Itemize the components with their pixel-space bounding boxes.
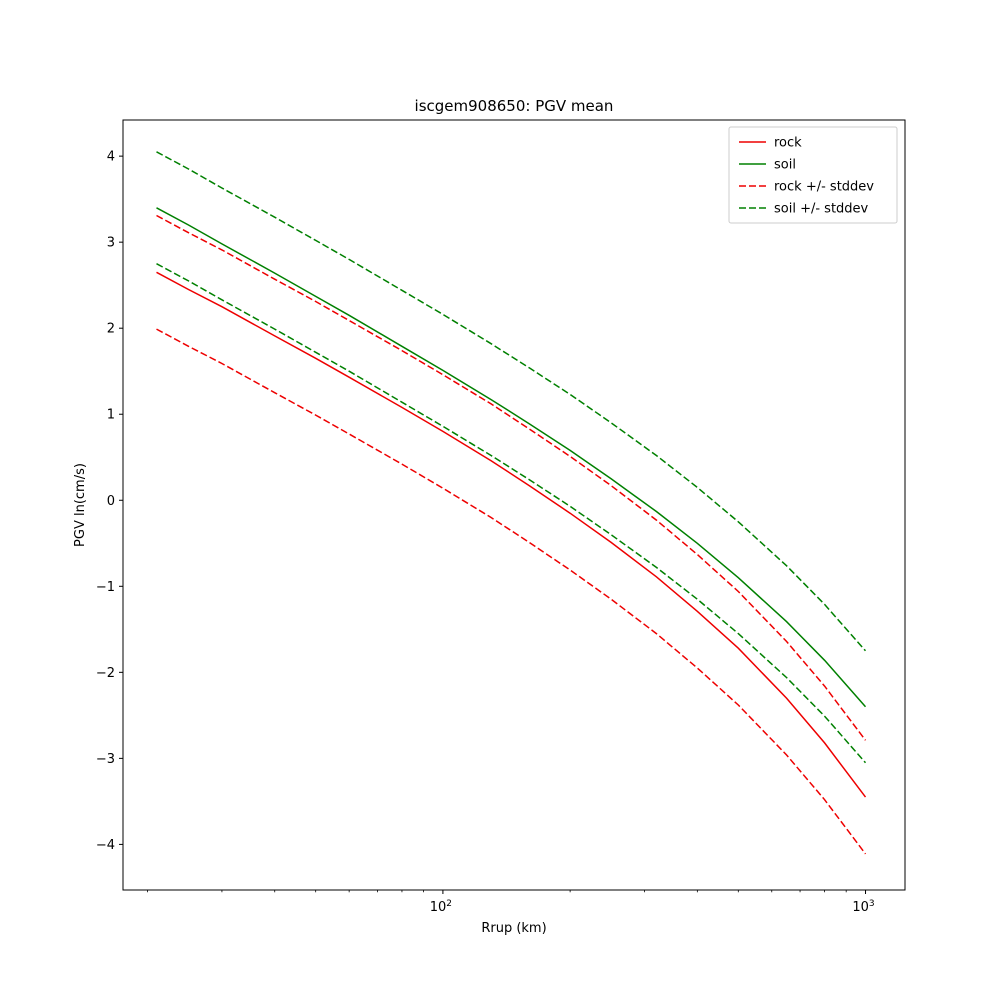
y-axis-label: PGV ln(cm/s) — [73, 463, 88, 547]
legend-label-rock-plus-stddev: rock +/- stddev — [774, 180, 874, 195]
series-line-rock-plus-stddev — [156, 214, 867, 741]
y-tick-label: −3 — [96, 752, 115, 767]
series-line-soil-minus-stddev — [156, 263, 867, 764]
x-tick-label: 102 — [430, 899, 452, 915]
y-tick-label: −1 — [96, 580, 115, 595]
series-line-soil-plus-stddev — [156, 151, 867, 652]
series-line-rock-minus-stddev — [156, 328, 867, 855]
series-line-rock — [156, 271, 867, 798]
y-tick-label: 1 — [107, 408, 115, 423]
y-tick-label: 4 — [107, 150, 115, 165]
legend-label-soil: soil — [774, 158, 796, 173]
legend-label-rock: rock — [774, 136, 802, 151]
x-axis-label: Rrup (km) — [481, 921, 546, 936]
x-tick-label: 103 — [852, 899, 874, 915]
plot-area-border — [122, 119, 906, 891]
y-tick-label: 3 — [107, 236, 115, 251]
y-tick-label: 0 — [107, 494, 115, 509]
series-line-soil — [156, 207, 867, 708]
legend-box — [728, 126, 898, 224]
y-tick-label: −4 — [96, 838, 115, 853]
y-tick-label: 2 — [107, 322, 115, 337]
chart-title: iscgem908650: PGV mean — [415, 97, 614, 115]
y-tick-label: −2 — [96, 666, 115, 681]
legend-label-soil-plus-stddev: soil +/- stddev — [774, 202, 869, 217]
